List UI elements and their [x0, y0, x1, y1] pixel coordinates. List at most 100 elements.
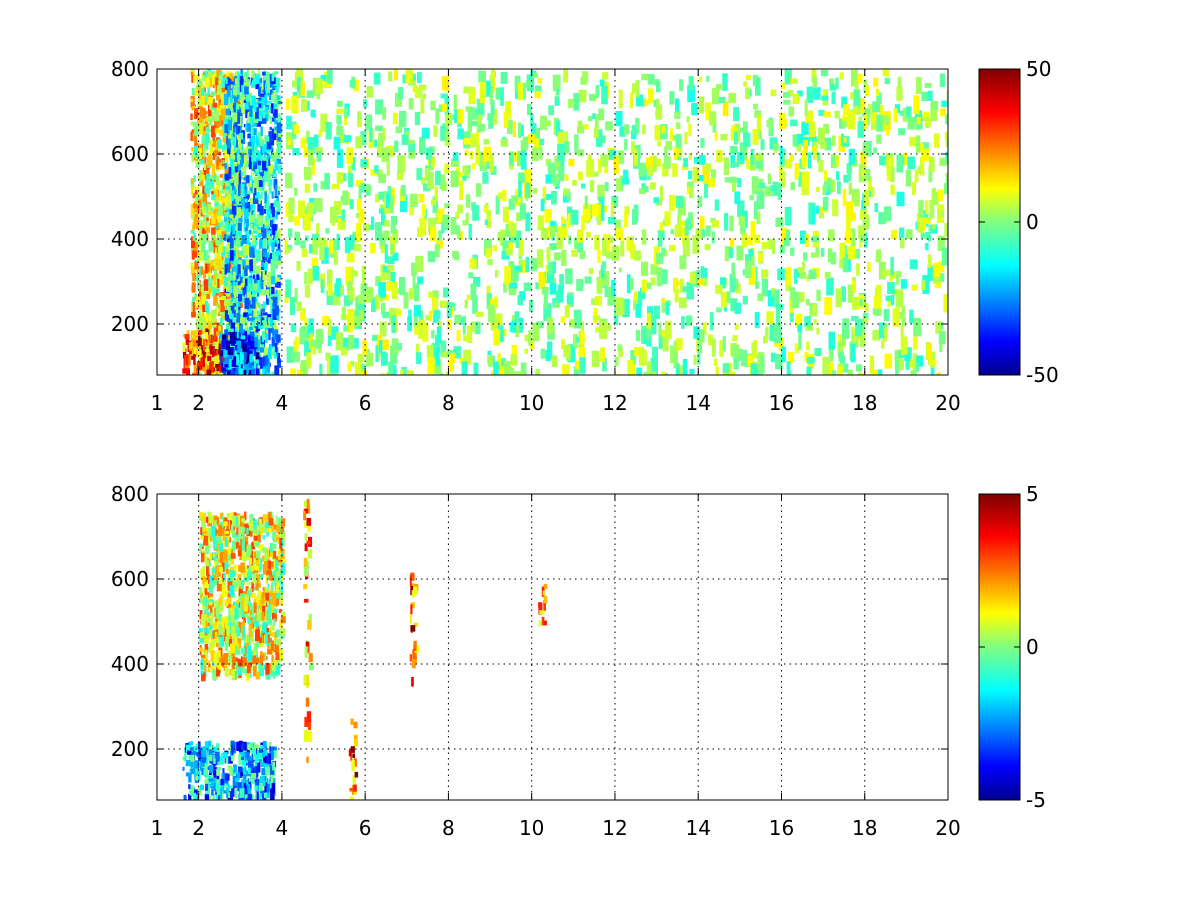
- heatmap-cell: [775, 354, 783, 370]
- heatmap-cell: [374, 165, 379, 174]
- heatmap-cell: [779, 245, 785, 254]
- heatmap-cell: [847, 284, 854, 303]
- heatmap-cell: [937, 189, 944, 201]
- heatmap-cell: [536, 249, 543, 268]
- heatmap-cell: [196, 338, 199, 343]
- heatmap-cell: [806, 366, 812, 375]
- heatmap-cell: [686, 315, 693, 326]
- heatmap-cell: [543, 290, 548, 309]
- heatmap-cell: [913, 317, 921, 337]
- heatmap-cell: [761, 242, 769, 250]
- heatmap-cell: [200, 365, 204, 370]
- heatmap-cell: [675, 338, 683, 351]
- heatmap-cell: [268, 560, 272, 569]
- heatmap-cell: [248, 157, 252, 170]
- heatmap-cell: [240, 94, 245, 105]
- heatmap-cell: [799, 230, 807, 245]
- heatmap-cell: [479, 81, 487, 100]
- heatmap-cell: [279, 561, 283, 566]
- heatmap-cell: [208, 264, 212, 277]
- heatmap-cell: [899, 110, 904, 116]
- heatmap-cell: [256, 123, 261, 127]
- heatmap-cell: [760, 139, 765, 151]
- heatmap-cell: [831, 370, 837, 375]
- heatmap-cell: [554, 155, 562, 171]
- heatmap-cell: [641, 229, 647, 245]
- heatmap-cell: [238, 178, 242, 189]
- heatmap-cell: [716, 307, 722, 313]
- heatmap-cell: [900, 238, 905, 249]
- heatmap-cell: [379, 233, 386, 249]
- heatmap-cell: [240, 330, 245, 334]
- heatmap-cell: [670, 345, 678, 364]
- heatmap-cell: [329, 356, 334, 373]
- heatmap-cell: [939, 343, 943, 352]
- heatmap-cell: [390, 243, 394, 256]
- heatmap-cell: [198, 85, 201, 97]
- heatmap-cell: [828, 331, 835, 350]
- heatmap-cell: [231, 198, 236, 204]
- heatmap-cell: [235, 143, 239, 153]
- heatmap-cell: [290, 323, 297, 332]
- heatmap-cell: [206, 139, 209, 150]
- heatmap-cell: [209, 329, 213, 335]
- heatmap-cell: [774, 289, 780, 308]
- heatmap-cell: [549, 243, 557, 250]
- heatmap-cell: [790, 119, 798, 127]
- heatmap-cell: [256, 265, 261, 274]
- heatmap-cell: [827, 229, 835, 242]
- heatmap-cell: [272, 224, 277, 236]
- heatmap-cell: [221, 92, 226, 104]
- heatmap-cell: [241, 159, 246, 171]
- heatmap-cell: [928, 224, 932, 232]
- heatmap-cell: [615, 219, 621, 235]
- heatmap-cell: [220, 350, 225, 355]
- heatmap-cell: [194, 127, 199, 137]
- heatmap-cell: [528, 330, 532, 346]
- heatmap-cell: [756, 211, 761, 224]
- heatmap-cell: [240, 354, 245, 365]
- heatmap-cell: [234, 151, 239, 163]
- heatmap-cell: [212, 137, 215, 141]
- heatmap-cell: [798, 332, 802, 350]
- heatmap-cell: [276, 664, 282, 668]
- heatmap-cell: [226, 307, 231, 317]
- heatmap-cell: [251, 180, 256, 184]
- heatmap-cell: [269, 236, 273, 244]
- heatmap-cell: [274, 305, 279, 317]
- heatmap-cell: [217, 76, 221, 86]
- heatmap-cell: [277, 648, 282, 658]
- heatmap-cell: [260, 82, 263, 92]
- heatmap-cell: [271, 249, 274, 253]
- heatmap-cell: [201, 83, 204, 88]
- heatmap-cell: [225, 568, 229, 575]
- heatmap-cell: [899, 359, 904, 371]
- heatmap-cell: [408, 309, 412, 320]
- heatmap-cell: [247, 190, 251, 195]
- heatmap-cell: [223, 130, 228, 138]
- heatmap-cell: [275, 250, 280, 256]
- heatmap-cell: [843, 137, 847, 143]
- heatmap-cell: [468, 272, 474, 279]
- heatmap-cell: [242, 292, 246, 298]
- heatmap-cell: [224, 118, 229, 129]
- heatmap-cell: [398, 87, 404, 100]
- heatmap-cell: [276, 240, 280, 244]
- heatmap-cell: [258, 97, 264, 103]
- heatmap-cell: [208, 97, 213, 104]
- heatmap-cell: [193, 175, 196, 182]
- heatmap-cell: [256, 191, 260, 202]
- heatmap-cell: [253, 665, 257, 677]
- heatmap-cell: [857, 121, 864, 138]
- heatmap-cell: [248, 370, 252, 375]
- heatmap-cell: [777, 268, 785, 281]
- heatmap-cell: [483, 146, 492, 165]
- heatmap-cell: [273, 255, 279, 261]
- heatmap-cell: [233, 200, 239, 211]
- heatmap-cell: [229, 238, 234, 249]
- heatmap-cell: [251, 203, 256, 209]
- heatmap-cell: [439, 104, 443, 112]
- heatmap-cell: [210, 361, 214, 373]
- heatmap-cell: [798, 171, 802, 187]
- heatmap-cell: [884, 77, 891, 85]
